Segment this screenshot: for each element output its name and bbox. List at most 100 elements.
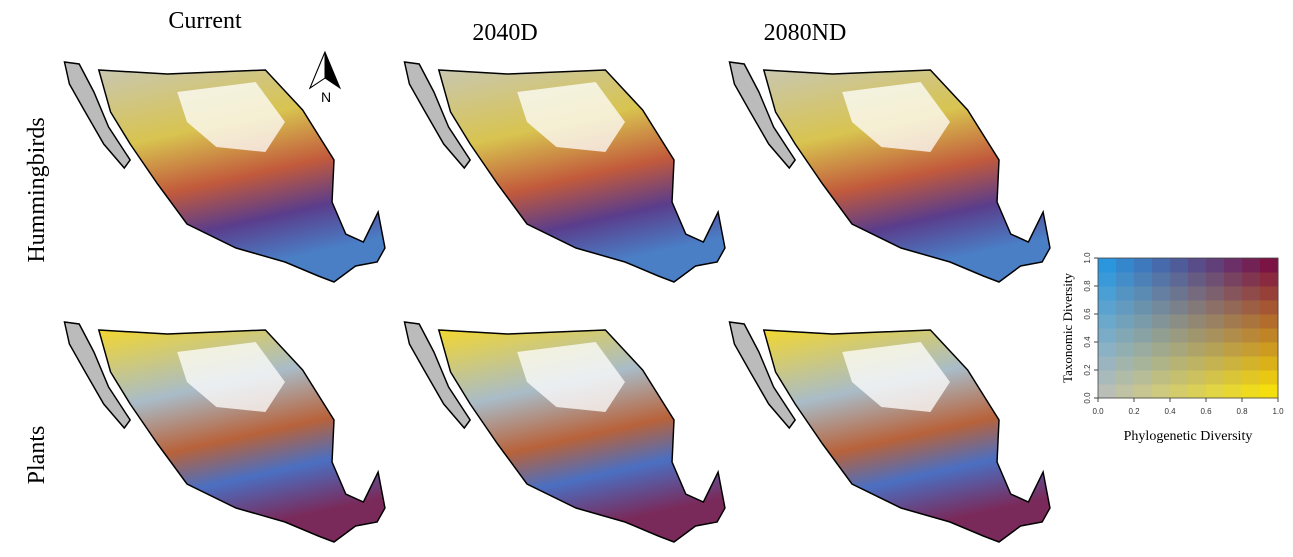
legend-cell [1260, 314, 1279, 329]
legend-cell [1206, 370, 1225, 385]
legend-cell [1116, 370, 1135, 385]
legend-cell [1116, 258, 1135, 273]
column-title: Current [168, 8, 242, 34]
legend-cell [1224, 300, 1243, 315]
legend-cell [1206, 384, 1225, 399]
legend-cell [1098, 300, 1117, 315]
legend-cell [1260, 258, 1279, 273]
legend-cell [1242, 328, 1261, 343]
legend-cell [1170, 356, 1189, 371]
legend-cell [1098, 328, 1117, 343]
legend-cell [1260, 328, 1279, 343]
legend-cell [1134, 314, 1153, 329]
legend-cell [1152, 342, 1171, 357]
map-panel [405, 322, 725, 542]
legend-cell [1260, 286, 1279, 301]
map-panel [730, 62, 1050, 282]
legend-cell [1152, 328, 1171, 343]
legend-cell [1134, 328, 1153, 343]
x-tick-label: 0.8 [1236, 407, 1248, 416]
legend-cell [1242, 272, 1261, 287]
map-panel [730, 322, 1050, 542]
legend-cell [1098, 258, 1117, 273]
legend-cell [1188, 300, 1207, 315]
legend-cell [1170, 328, 1189, 343]
legend-cell [1188, 286, 1207, 301]
legend-cell [1242, 314, 1261, 329]
legend-cell [1170, 384, 1189, 399]
legend-cell [1242, 300, 1261, 315]
legend-cell [1170, 258, 1189, 273]
legend-cell [1224, 328, 1243, 343]
legend-cell [1134, 272, 1153, 287]
legend-cell [1224, 314, 1243, 329]
legend-cell [1098, 384, 1117, 399]
legend-cell [1152, 356, 1171, 371]
legend-cell [1098, 286, 1117, 301]
legend-cell [1134, 286, 1153, 301]
legend-cell [1152, 258, 1171, 273]
legend-cell [1116, 342, 1135, 357]
legend-cell [1134, 300, 1153, 315]
legend-cell [1242, 258, 1261, 273]
legend-cell [1188, 342, 1207, 357]
map-panel [65, 322, 385, 542]
legend-cell [1206, 314, 1225, 329]
y-tick-label: 0.6 [1083, 308, 1092, 320]
y-tick-label: 0.2 [1083, 364, 1092, 376]
legend-cell [1242, 342, 1261, 357]
legend-cell [1188, 328, 1207, 343]
legend-cell [1098, 370, 1117, 385]
legend-cell [1116, 356, 1135, 371]
legend-cell [1224, 272, 1243, 287]
legend-cell [1170, 370, 1189, 385]
legend-cell [1134, 384, 1153, 399]
legend-cell [1116, 314, 1135, 329]
y-tick-label: 0.8 [1083, 280, 1092, 292]
legend-cell [1170, 286, 1189, 301]
legend-cell [1134, 258, 1153, 273]
north-arrow-half [310, 52, 325, 88]
legend-cell [1206, 286, 1225, 301]
legend-cell [1242, 356, 1261, 371]
legend-cell [1116, 384, 1135, 399]
legend-cell [1116, 300, 1135, 315]
legend-cell [1242, 286, 1261, 301]
x-tick-label: 1.0 [1272, 407, 1284, 416]
legend-cell [1206, 328, 1225, 343]
row-label: Plants [24, 426, 50, 485]
legend-cell [1260, 300, 1279, 315]
legend-cell [1260, 356, 1279, 371]
x-tick-label: 0.4 [1164, 407, 1176, 416]
legend-cell [1116, 286, 1135, 301]
legend-cell [1260, 342, 1279, 357]
legend-cell [1098, 356, 1117, 371]
legend-cell [1224, 342, 1243, 357]
legend-cell [1098, 272, 1117, 287]
legend-cell [1206, 300, 1225, 315]
legend-cell [1224, 370, 1243, 385]
y-tick-label: 0.4 [1083, 336, 1092, 348]
legend-cell [1224, 384, 1243, 399]
legend-cell [1116, 328, 1135, 343]
x-tick-label: 0.6 [1200, 407, 1212, 416]
legend-cell [1152, 384, 1171, 399]
legend-cell [1260, 272, 1279, 287]
legend-cell [1260, 384, 1279, 399]
legend-cell [1188, 314, 1207, 329]
legend-cell [1188, 272, 1207, 287]
legend-cell [1224, 286, 1243, 301]
legend-cell [1152, 314, 1171, 329]
legend-cell [1170, 272, 1189, 287]
legend-cell [1170, 342, 1189, 357]
legend-cell [1098, 314, 1117, 329]
legend-cell [1188, 258, 1207, 273]
y-tick-label: 0.0 [1083, 392, 1092, 404]
x-tick-label: 0.0 [1092, 407, 1104, 416]
x-tick-label: 0.2 [1128, 407, 1140, 416]
legend-cell [1224, 258, 1243, 273]
legend-cell [1134, 342, 1153, 357]
legend-cell [1224, 356, 1243, 371]
legend-cell [1188, 370, 1207, 385]
legend-cell [1242, 370, 1261, 385]
